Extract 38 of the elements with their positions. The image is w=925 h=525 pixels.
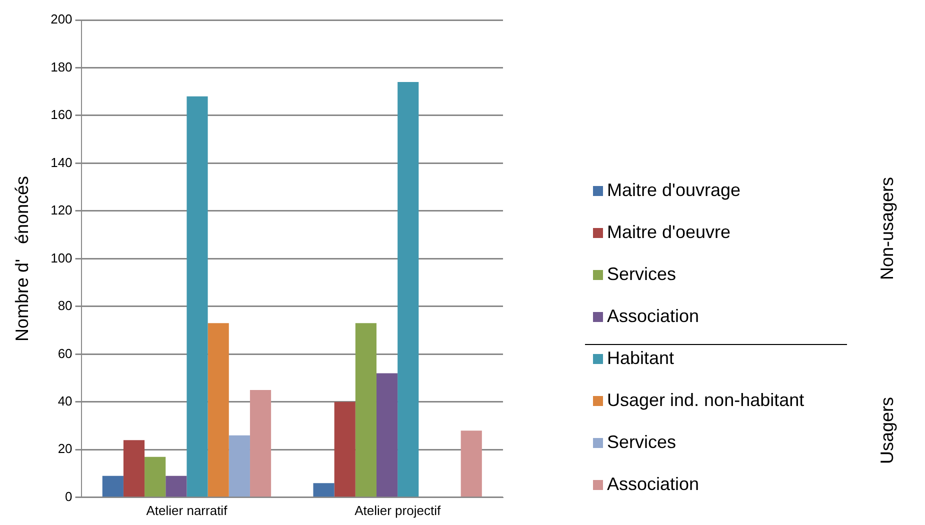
bar: [313, 483, 334, 497]
bar: [208, 323, 229, 497]
y-axis-title: Nombre d' énoncés: [12, 176, 32, 342]
legend-label: Maitre d'oeuvre: [607, 222, 730, 243]
bar: [186, 96, 208, 497]
legend-label: Association: [607, 306, 700, 327]
legend-label: Association: [607, 474, 700, 495]
bar: [398, 82, 419, 497]
y-tick-label: 20: [58, 441, 72, 456]
y-tick-label: 120: [50, 202, 72, 218]
bar: [144, 456, 166, 497]
legend-label: Usager ind. non-habitant: [607, 390, 804, 411]
y-tick-label: 0: [65, 488, 72, 504]
legend-label: Habitant: [607, 348, 674, 369]
bar: [123, 440, 145, 497]
text: Non-usagers: [878, 176, 898, 280]
legend-label: Services: [607, 432, 676, 453]
bar: [334, 402, 356, 497]
x-tick-label: Atelier projectif: [354, 502, 441, 518]
bar: [355, 323, 376, 497]
text: Usagers: [878, 396, 898, 464]
bar: [102, 476, 124, 497]
y-tick-label: 180: [50, 59, 72, 74]
y-tick-label: 60: [58, 346, 72, 361]
bar: [228, 435, 250, 497]
bar: [166, 476, 187, 497]
bar: [460, 430, 482, 497]
y-tick-label: 160: [50, 107, 72, 122]
bar: [376, 373, 398, 497]
y-tick-label: 80: [58, 298, 72, 314]
y-tick-label: 140: [50, 154, 72, 170]
y-tick-label: 100: [50, 250, 72, 266]
y-tick-label: 40: [58, 394, 72, 408]
y-tick-label: 200: [50, 12, 72, 27]
x-tick-label: Atelier narratif: [146, 502, 228, 518]
legend-label: Services: [607, 264, 676, 285]
bar: [250, 390, 272, 497]
legend-label: Maitre d'ouvrage: [607, 180, 741, 201]
